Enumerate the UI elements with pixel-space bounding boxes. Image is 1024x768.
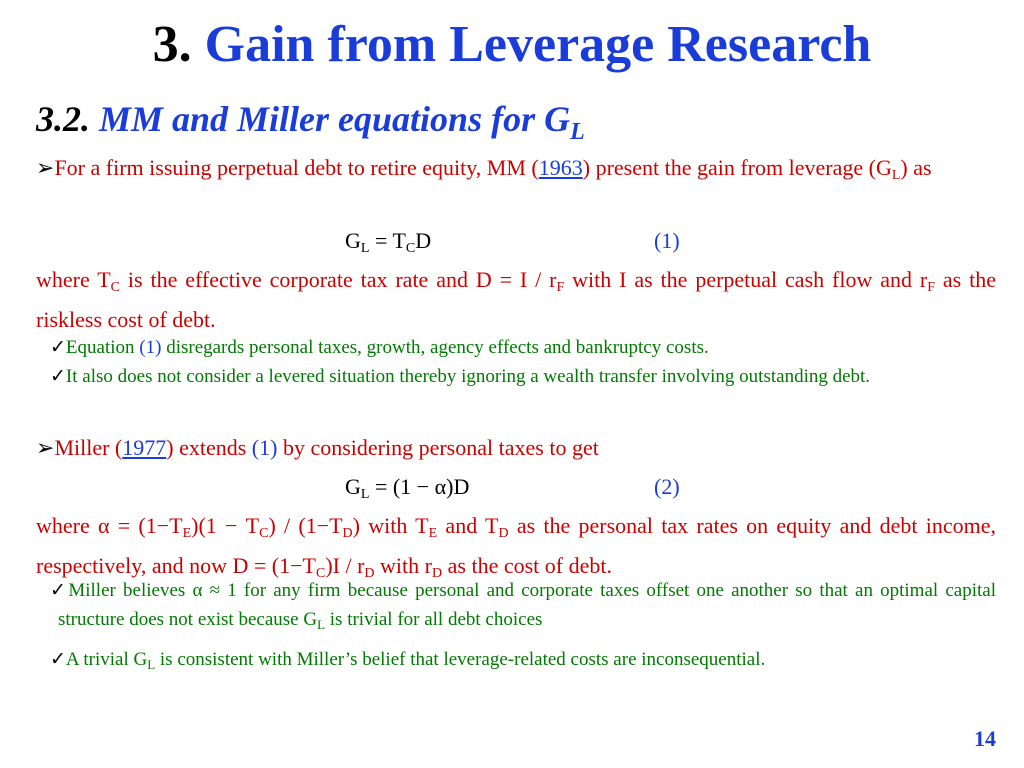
mm-bullet-sub: L	[891, 168, 901, 183]
miller-bullet-intro: Miller (	[54, 435, 123, 460]
arrow-bullet-icon: ➢	[36, 435, 55, 460]
miller-check-item-2: ✓A trivial GL is consistent with Miller’…	[50, 645, 996, 679]
miller-where-f: as the personal tax rates on equity and …	[36, 513, 996, 578]
mm-bullet-intro: For a firm issuing perpetual debt to ret…	[54, 155, 539, 180]
miller-where-b-sub: C	[259, 526, 269, 541]
mm-bullet-mid: ) present the gain from leverage (G	[582, 155, 892, 180]
miller-where-d-sub: E	[428, 526, 438, 541]
miller-where-c-sub: D	[342, 526, 353, 541]
checkmark-icon: ✓	[50, 366, 66, 387]
mm-check-1-pre: Equation	[65, 337, 140, 358]
miller-bullet-mid: ) extends	[166, 435, 252, 460]
mm-1963-reference-link[interactable]: 1963	[538, 155, 583, 180]
mm-check-item-1: ✓Equation (1) disregards personal taxes,…	[50, 333, 996, 362]
miller-check-1-post: is trivial for all debt choices	[325, 609, 543, 630]
miller-check-item-1: ✓Miller believes α ≈ 1 for any firm beca…	[50, 576, 996, 639]
miller-where-g-sub: D	[364, 566, 375, 581]
miller-where-e-sub: D	[498, 526, 509, 541]
checkmark-icon: ✓	[50, 337, 66, 358]
mm-check-list: ✓Equation (1) disregards personal taxes,…	[50, 333, 996, 391]
mm-bullet-end: ) as	[900, 155, 932, 180]
miller-where-d: ) with T	[352, 513, 429, 538]
title-number: 3.	[152, 16, 192, 73]
eq2-lhs-sub: L	[360, 487, 370, 502]
mm-where-text: where TC is the effective corporate tax …	[36, 264, 996, 336]
equation-1-number: (1)	[654, 228, 680, 253]
miller-bullet-end: by considering personal taxes to get	[277, 435, 599, 460]
subtitle-number: 3.2.	[36, 99, 90, 139]
miller-where-c: ) / (1−T	[268, 513, 343, 538]
miller-where-h-sub: D	[432, 566, 443, 581]
eq1-lhs: G	[345, 228, 361, 253]
miller-check-list: ✓Miller believes α ≈ 1 for any firm beca…	[50, 576, 996, 679]
page-title: 3. Gain from Leverage Research	[0, 12, 1024, 78]
miller-bullet: ➢Miller (1977) extends (1) by considerin…	[36, 432, 996, 464]
equation-1: GL = TCD	[345, 226, 431, 264]
eq1-rhs-sub: C	[405, 241, 416, 256]
subtitle-text: MM and Miller equations for G	[99, 99, 571, 139]
miller-where-text: where α = (1−TE)(1 − TC) / (1−TD) with T…	[36, 510, 996, 590]
mm-where-2-sub: F	[556, 280, 565, 295]
mm-check-2-text: It also does not consider a levered situ…	[65, 366, 871, 387]
subtitle-subscript: L	[570, 119, 585, 145]
eq2-lhs: G	[345, 474, 361, 499]
miller-check-1-sub: L	[317, 617, 326, 632]
miller-check-2-sub: L	[147, 657, 156, 672]
equation-2-number: (2)	[654, 474, 680, 499]
miller-where-b: )(1 − T	[191, 513, 260, 538]
mm-where-2: is the effective corporate tax rate and …	[120, 267, 557, 292]
mm-where-1: where T	[36, 267, 111, 292]
miller-where-g: )I / r	[325, 553, 365, 578]
mm-check-1-post: disregards personal taxes, growth, agenc…	[161, 337, 709, 358]
miller-where-a-sub: E	[182, 526, 192, 541]
arrow-bullet-icon: ➢	[36, 155, 55, 180]
title-text: Gain from Leverage Research	[204, 16, 872, 73]
eq2-rhs: = (1 − α)D	[369, 474, 470, 499]
mm-where-1-sub: C	[110, 280, 121, 295]
eq1-lhs-sub: L	[360, 241, 370, 256]
equation-2: GL = (1 − α)D	[345, 472, 469, 510]
miller-where-a: where α = (1−T	[36, 513, 183, 538]
miller-where-h: with r	[374, 553, 432, 578]
mm-where-3: with I as the perpetual cash flow and r	[564, 267, 928, 292]
mm-where-3-sub: F	[927, 280, 936, 295]
section-subtitle: 3.2. MM and Miller equations for GL	[36, 96, 585, 155]
miller-check-1-pre: Miller believes α ≈ 1 for any firm becau…	[58, 580, 996, 630]
miller-check-2-pre: A trivial G	[65, 649, 148, 670]
eq1-rhs-post: D	[415, 228, 432, 253]
mm-bullet: ➢For a firm issuing perpetual debt to re…	[36, 152, 996, 192]
mm-where-4: as the riskless cost of debt.	[36, 267, 996, 332]
miller-where-e: and T	[437, 513, 499, 538]
miller-where-f-sub: C	[315, 566, 326, 581]
mm-check-1-ref: (1)	[139, 337, 162, 358]
miller-where-i: as the cost of debt.	[442, 553, 612, 578]
mm-check-item-2: ✓It also does not consider a levered sit…	[50, 362, 996, 391]
miller-1977-reference-link[interactable]: 1977	[122, 435, 167, 460]
eq1-rhs-pre: = T	[369, 228, 406, 253]
checkmark-icon: ✓	[50, 649, 66, 670]
miller-check-2-post: is consistent with Miller’s belief that …	[155, 649, 766, 670]
miller-bullet-ref: (1)	[251, 435, 278, 460]
checkmark-icon: ✓	[50, 580, 69, 601]
page-number: 14	[974, 726, 996, 751]
